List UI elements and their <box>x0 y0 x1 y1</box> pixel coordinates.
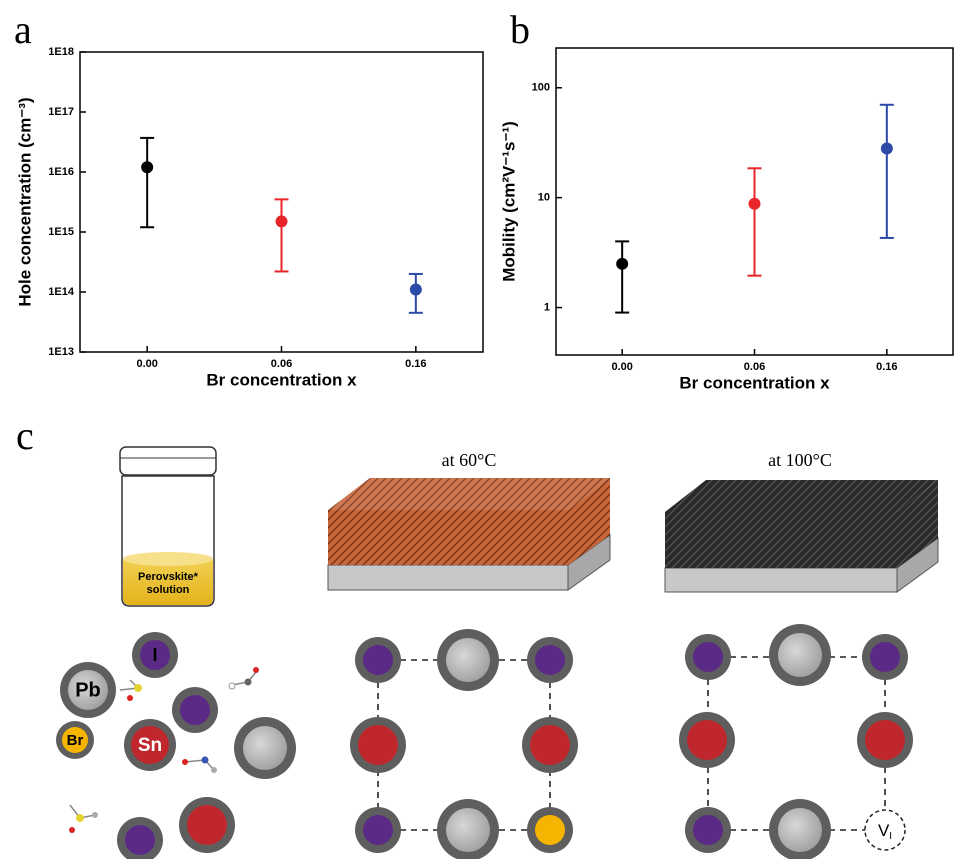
x-tick-label: 0.00 <box>136 358 157 370</box>
point <box>410 284 422 296</box>
panel-label: c <box>16 413 34 458</box>
point <box>881 143 893 155</box>
point <box>276 215 288 227</box>
panel-label: a <box>14 7 32 52</box>
chart: a 1E13 1E14 1E15 1E16 1E17 1E18 0.00 0.06 0.16 Br … <box>14 7 483 389</box>
y-tick-label: 1E13 <box>48 346 74 358</box>
y-tick-label: 100 <box>532 82 550 94</box>
point <box>141 161 153 173</box>
y-tick-label: 1E18 <box>48 46 74 58</box>
y-tick-label: 1 <box>544 301 550 313</box>
film-60: at 60°C <box>328 450 610 590</box>
y-tick-label: 1E16 <box>48 166 74 178</box>
x-axis-label: Br concentration x <box>206 370 357 389</box>
vial-label: solution <box>147 584 190 596</box>
ion-label: Pb <box>75 679 101 701</box>
panel-label: b <box>510 7 530 52</box>
y-axis-label: Hole concentration (cm⁻³) <box>15 97 34 306</box>
x-axis-label: Br concentration x <box>679 373 830 392</box>
ion-label: Br <box>67 732 84 749</box>
x-tick-label: 0.16 <box>876 361 897 373</box>
stage-label: at 60°C <box>442 450 497 470</box>
y-tick-label: 1E15 <box>48 226 74 238</box>
figure: c Perovskite* solution at 60°C at 100°C … <box>0 0 954 859</box>
chart: b 1 10 100 0.00 0.06 0.16 Br concentration x Mob… <box>499 7 953 392</box>
x-tick-label: 0.06 <box>744 361 765 373</box>
x-tick-label: 0.16 <box>405 358 426 370</box>
vial-label: Perovskite* <box>138 571 199 583</box>
x-tick-label: 0.00 <box>611 361 632 373</box>
y-tick-label: 1E14 <box>48 286 75 298</box>
point <box>749 198 761 210</box>
lattice-60 <box>350 629 578 859</box>
vacancy-main: V <box>878 821 890 840</box>
ions: I Pb Br Sn <box>56 632 296 859</box>
lattice-100: VI <box>679 624 913 859</box>
point <box>616 258 628 270</box>
vial: Perovskite* solution <box>120 447 216 606</box>
y-tick-label: 1E17 <box>48 106 74 118</box>
vacancy-sub: I <box>889 831 892 842</box>
film-100: at 100°C <box>665 450 938 592</box>
x-tick-label: 0.06 <box>271 358 292 370</box>
ion-label: Sn <box>138 735 162 756</box>
stage-label: at 100°C <box>768 450 832 470</box>
y-tick-label: 10 <box>538 192 550 204</box>
y-axis-label: Mobility (cm²V⁻¹s⁻¹) <box>499 121 518 282</box>
ion-label: I <box>152 645 157 665</box>
